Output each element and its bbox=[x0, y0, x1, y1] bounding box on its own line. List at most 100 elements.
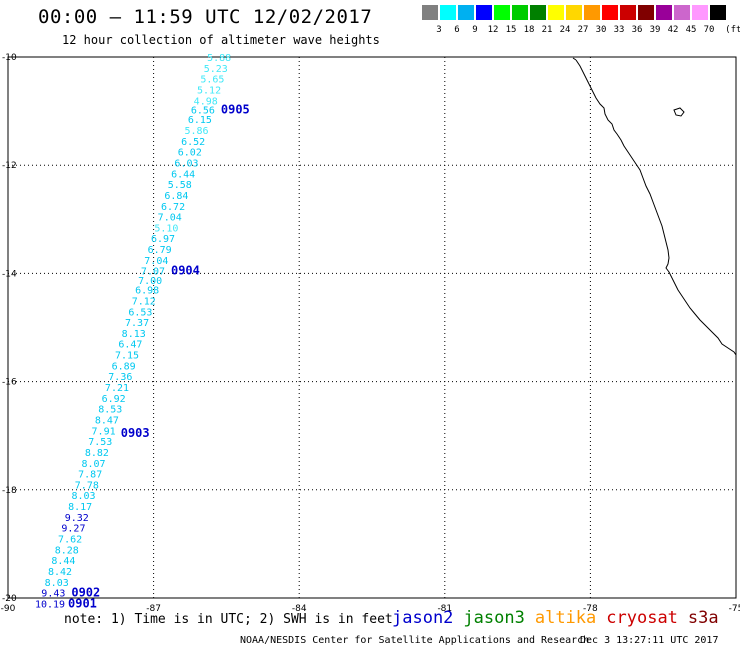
color-swatch bbox=[638, 5, 654, 20]
color-scale-unit: (ft) bbox=[725, 25, 740, 35]
color-swatch bbox=[692, 5, 708, 20]
wave-height-label: 7.04 bbox=[144, 256, 168, 267]
color-swatch-label: 6 bbox=[454, 25, 460, 35]
wave-height-label: 7.07 bbox=[141, 267, 165, 278]
color-swatch bbox=[602, 5, 618, 20]
wave-height-label: 6.56 bbox=[191, 105, 215, 116]
longitude-tick-labels: -90 -87 -84 -81 -78 -75 bbox=[1, 604, 740, 614]
color-swatch bbox=[710, 5, 726, 20]
lat-tick-label: -18 bbox=[2, 486, 17, 496]
lon-tick-label: -81 bbox=[437, 604, 452, 614]
lon-tick-label: -87 bbox=[146, 604, 161, 614]
wave-height-label: 7.78 bbox=[75, 480, 99, 491]
color-swatch bbox=[530, 5, 546, 20]
wave-height-label: 6.47 bbox=[118, 340, 142, 351]
wave-height-label: 6.72 bbox=[161, 202, 185, 213]
wave-height-label: 7.12 bbox=[132, 296, 156, 307]
lat-tick-label: -12 bbox=[2, 161, 17, 171]
wave-height-label: 6.79 bbox=[148, 245, 172, 256]
generation-timestamp: Dec 3 13:27:11 UTC 2017 bbox=[580, 635, 719, 646]
wave-height-label: 8.82 bbox=[85, 448, 109, 459]
wave-height-label: 6.98 bbox=[135, 286, 159, 297]
color-swatch-label: 30 bbox=[595, 25, 607, 35]
color-swatch bbox=[620, 5, 636, 20]
wave-height-label: 5.23 bbox=[204, 64, 228, 75]
pass-time-label: 0902 bbox=[71, 586, 100, 600]
wave-height-label: 6.15 bbox=[188, 115, 212, 126]
wave-height-label: 9.32 bbox=[65, 513, 89, 524]
color-swatch-label: 33 bbox=[613, 25, 625, 35]
legend-satellite-altika: altika bbox=[534, 608, 597, 628]
wave-height-label: 7.04 bbox=[158, 213, 182, 224]
wave-height-label: 6.89 bbox=[112, 361, 136, 372]
satellite-track: 5.885.235.655.124.986.566.155.866.526.02… bbox=[35, 53, 250, 610]
color-swatch bbox=[422, 5, 438, 20]
chart-subtitle: 12 hour collection of altimeter wave hei… bbox=[62, 33, 380, 47]
wave-height-label: 7.21 bbox=[105, 383, 129, 394]
wave-height-label: 8.03 bbox=[45, 578, 69, 589]
latitude-tick-labels: -10 -12 -14 -16 -18 -20 bbox=[2, 53, 17, 604]
color-swatch bbox=[440, 5, 456, 20]
wave-height-label: 8.42 bbox=[48, 567, 72, 578]
color-swatch-label: 15 bbox=[505, 25, 517, 35]
wave-height-label: 7.62 bbox=[58, 534, 82, 545]
wave-height-label: 6.44 bbox=[171, 169, 195, 180]
wave-height-label: 8.03 bbox=[71, 491, 95, 502]
wave-height-label: 5.88 bbox=[207, 53, 231, 64]
wave-height-label: 7.00 bbox=[138, 276, 162, 287]
wave-height-label: 5.10 bbox=[154, 223, 178, 234]
lat-tick-label: -10 bbox=[2, 53, 17, 63]
wave-height-label: 6.84 bbox=[164, 191, 188, 202]
color-swatch bbox=[458, 5, 474, 20]
pass-time-label: 0901 bbox=[68, 596, 97, 610]
color-swatch-label: 45 bbox=[685, 25, 697, 35]
pass-time-label: 0905 bbox=[221, 102, 250, 116]
wave-height-label: 6.97 bbox=[151, 234, 175, 245]
wave-height-label: 9.43 bbox=[41, 589, 65, 600]
color-swatch-label: 21 bbox=[541, 25, 553, 35]
wave-height-label: 4.98 bbox=[194, 96, 218, 107]
wave-height-label: 6.52 bbox=[181, 137, 205, 148]
color-swatch bbox=[584, 5, 600, 20]
wave-height-label: 7.15 bbox=[115, 351, 139, 362]
wave-height-label: 6.53 bbox=[128, 307, 152, 318]
wave-height-label: 5.12 bbox=[197, 85, 221, 96]
wave-height-label: 5.86 bbox=[184, 126, 208, 137]
color-swatch bbox=[674, 5, 690, 20]
wave-height-label: 6.02 bbox=[178, 148, 202, 159]
wave-height-label: 6.92 bbox=[102, 394, 126, 405]
color-swatch-label: 70 bbox=[703, 25, 715, 35]
pass-time-label: 0904 bbox=[171, 264, 200, 278]
wave-height-label: 7.53 bbox=[88, 437, 112, 448]
lat-tick-label: -20 bbox=[2, 594, 17, 604]
map-frame bbox=[7, 56, 737, 599]
wave-height-label: 8.47 bbox=[95, 415, 119, 426]
chart-title: 00:00 – 11:59 UTC 12/02/2017 bbox=[38, 6, 373, 28]
color-swatch bbox=[566, 5, 582, 20]
lat-tick-label: -16 bbox=[2, 378, 17, 388]
color-swatch bbox=[656, 5, 672, 20]
wave-height-label: 8.28 bbox=[55, 545, 79, 556]
lat-tick-label: -14 bbox=[2, 269, 17, 279]
wave-height-label: 7.91 bbox=[92, 426, 116, 437]
wave-height-label: 5.65 bbox=[200, 75, 224, 86]
pass-time-label: 0903 bbox=[121, 426, 150, 440]
wave-height-label: 7.36 bbox=[108, 372, 132, 383]
lon-tick-label: -75 bbox=[729, 604, 740, 614]
wave-height-label: 5.58 bbox=[168, 180, 192, 191]
color-swatch-label: 27 bbox=[577, 25, 589, 35]
units-note: note: 1) Time is in UTC; 2) SWH is in fe… bbox=[64, 612, 393, 627]
coastline bbox=[572, 57, 737, 356]
color-swatch bbox=[512, 5, 528, 20]
wave-height-label: 8.07 bbox=[81, 459, 105, 470]
wave-height-label: 9.27 bbox=[61, 524, 85, 535]
color-swatch-label: 12 bbox=[487, 25, 499, 35]
color-swatch-label: 18 bbox=[523, 25, 535, 35]
lon-tick-label: -78 bbox=[583, 604, 598, 614]
color-swatch bbox=[548, 5, 564, 20]
wave-height-label: 8.13 bbox=[122, 329, 146, 340]
legend-satellite-jason2: jason2 bbox=[392, 608, 454, 628]
lon-tick-label: -90 bbox=[1, 604, 16, 614]
legend-satellite-s3a: s3a bbox=[687, 608, 719, 628]
